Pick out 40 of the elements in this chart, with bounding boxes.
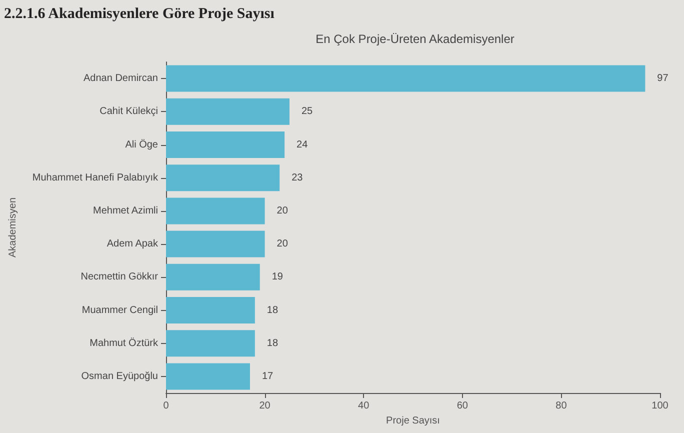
x-axis-title: Proje Sayısı (386, 415, 440, 426)
data-label: 17 (262, 370, 274, 382)
data-label: 24 (296, 139, 308, 150)
y-tick-label: Adnan Demircan (84, 73, 158, 84)
bar (166, 132, 285, 158)
y-tick-label: Mehmet Azimli (92, 205, 158, 216)
data-label: 23 (292, 172, 304, 184)
data-label: 20 (276, 238, 288, 250)
bar (166, 164, 280, 192)
y-tick-label: Muhammet Hanefi Palabıyık (32, 172, 159, 184)
bar (166, 363, 250, 390)
x-tick-label: 100 (652, 400, 669, 412)
data-label: 97 (657, 73, 669, 84)
data-label: 18 (266, 304, 278, 316)
y-tick-label: Osman Eyüpoğlu (81, 370, 158, 382)
y-tick-label: Ali Öge (125, 138, 158, 150)
y-tick-label: Cahit Külekçi (100, 106, 158, 118)
bar (166, 98, 290, 125)
x-tick-label: 0 (163, 400, 170, 412)
bar (166, 330, 255, 357)
chart-subtitle: En Çok Proje-Üreten Akademisyenler (316, 32, 514, 46)
y-tick-label: Necmettin Gökkır (80, 272, 159, 283)
x-tick-label: 60 (456, 400, 468, 412)
data-label: 19 (272, 272, 284, 283)
x-tick-label: 80 (556, 400, 568, 412)
y-tick-label: Mahmut Öztürk (90, 336, 159, 349)
bar (166, 230, 265, 258)
x-tick-label: 20 (259, 400, 271, 412)
bar (166, 198, 265, 224)
y-tick-label: Muammer Cengil (82, 304, 158, 316)
bar (166, 65, 646, 92)
chart-title: 2.2.1.6 Akademisyenlere Göre Proje Sayısı (4, 6, 274, 23)
y-axis-title: Akademisyen (8, 197, 18, 258)
data-label: 25 (302, 106, 314, 118)
y-tick-label: Adem Apak (106, 238, 159, 250)
x-tick-label: 40 (358, 400, 370, 412)
data-label: 18 (266, 338, 278, 349)
data-label: 20 (276, 205, 288, 216)
bar (166, 264, 260, 290)
bar (166, 297, 255, 324)
